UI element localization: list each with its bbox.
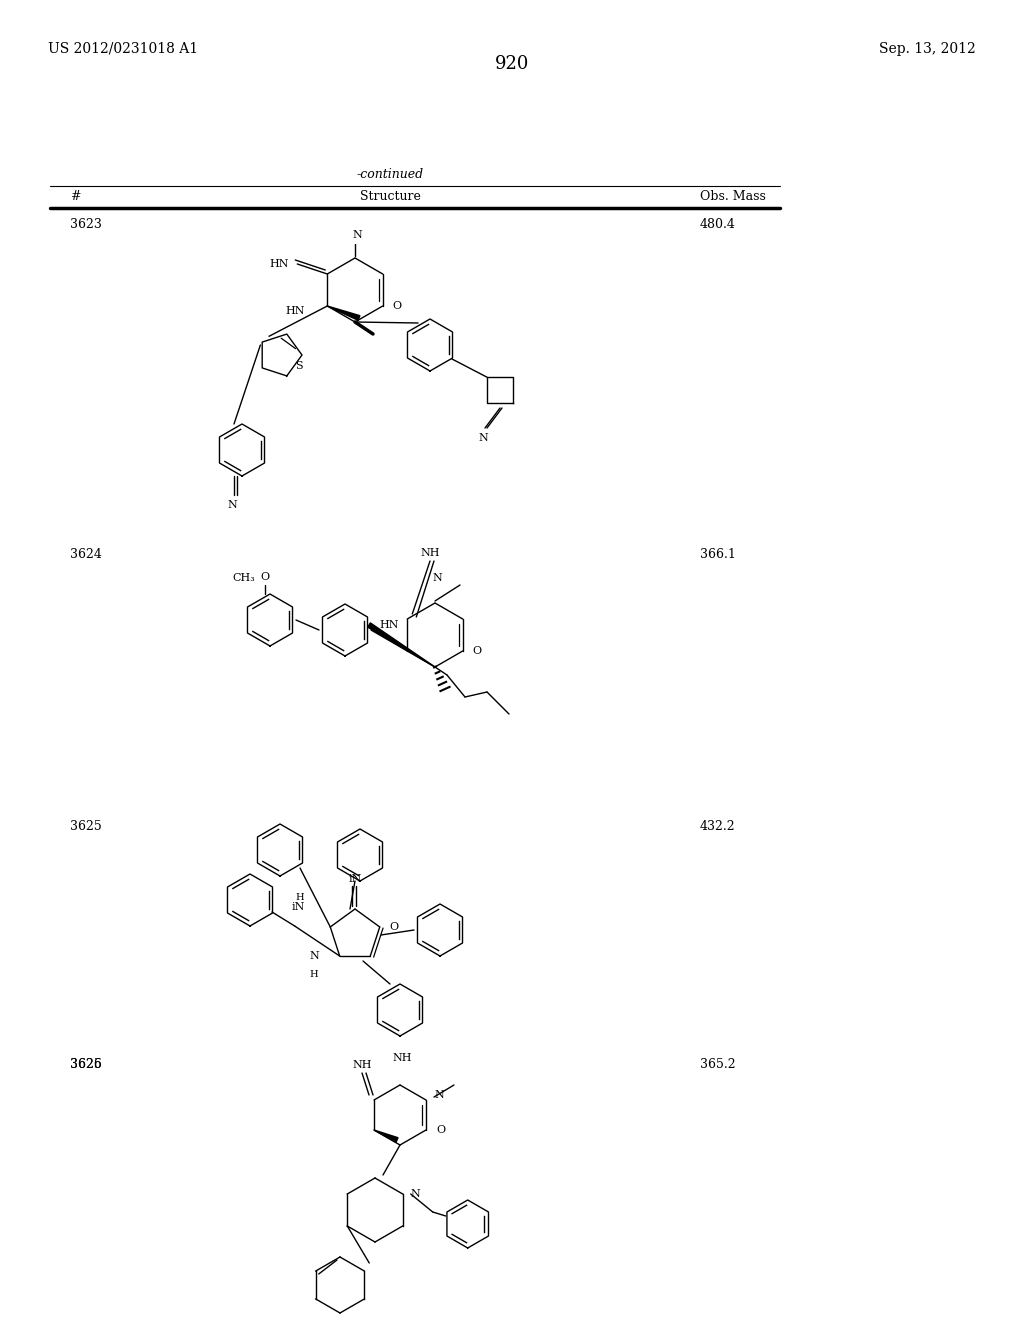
- Text: iN: iN: [348, 874, 361, 884]
- Text: NH: NH: [352, 1060, 372, 1071]
- Text: O: O: [390, 921, 399, 932]
- Text: 432.2: 432.2: [700, 820, 735, 833]
- Text: Structure: Structure: [359, 190, 421, 203]
- Text: N: N: [227, 500, 237, 510]
- Text: N: N: [310, 950, 319, 961]
- Text: HN: HN: [380, 620, 399, 630]
- Text: 3625: 3625: [70, 820, 101, 833]
- Text: 920: 920: [495, 55, 529, 73]
- Text: O: O: [436, 1125, 445, 1135]
- Text: H: H: [309, 970, 317, 979]
- Text: iN: iN: [292, 902, 305, 912]
- Text: NH: NH: [392, 1053, 412, 1063]
- Text: N: N: [411, 1189, 421, 1199]
- Text: 365.2: 365.2: [700, 1059, 735, 1071]
- Text: 3624: 3624: [70, 548, 101, 561]
- Text: N: N: [352, 230, 361, 240]
- Text: 480.4: 480.4: [700, 218, 736, 231]
- Text: H: H: [296, 892, 304, 902]
- Text: HN: HN: [286, 306, 305, 315]
- Text: 3623: 3623: [70, 218, 101, 231]
- Text: O: O: [473, 645, 482, 656]
- Text: Obs. Mass: Obs. Mass: [700, 190, 766, 203]
- Text: N: N: [478, 433, 487, 444]
- Text: N: N: [434, 1090, 443, 1100]
- Text: NH: NH: [420, 548, 439, 558]
- Text: 3625: 3625: [70, 1059, 101, 1071]
- Text: 366.1: 366.1: [700, 548, 736, 561]
- Text: Sep. 13, 2012: Sep. 13, 2012: [880, 42, 976, 55]
- Text: O: O: [393, 301, 401, 312]
- Text: US 2012/0231018 A1: US 2012/0231018 A1: [48, 42, 198, 55]
- Text: N: N: [432, 573, 442, 583]
- Polygon shape: [328, 306, 359, 321]
- Text: 3626: 3626: [70, 1059, 101, 1071]
- Text: O: O: [260, 572, 269, 582]
- Text: -continued: -continued: [356, 168, 424, 181]
- Text: CH₃: CH₃: [232, 573, 255, 583]
- Polygon shape: [368, 623, 435, 667]
- Text: #: #: [70, 190, 81, 203]
- Text: HN: HN: [269, 259, 290, 269]
- Polygon shape: [374, 1130, 398, 1142]
- Text: S: S: [295, 360, 303, 371]
